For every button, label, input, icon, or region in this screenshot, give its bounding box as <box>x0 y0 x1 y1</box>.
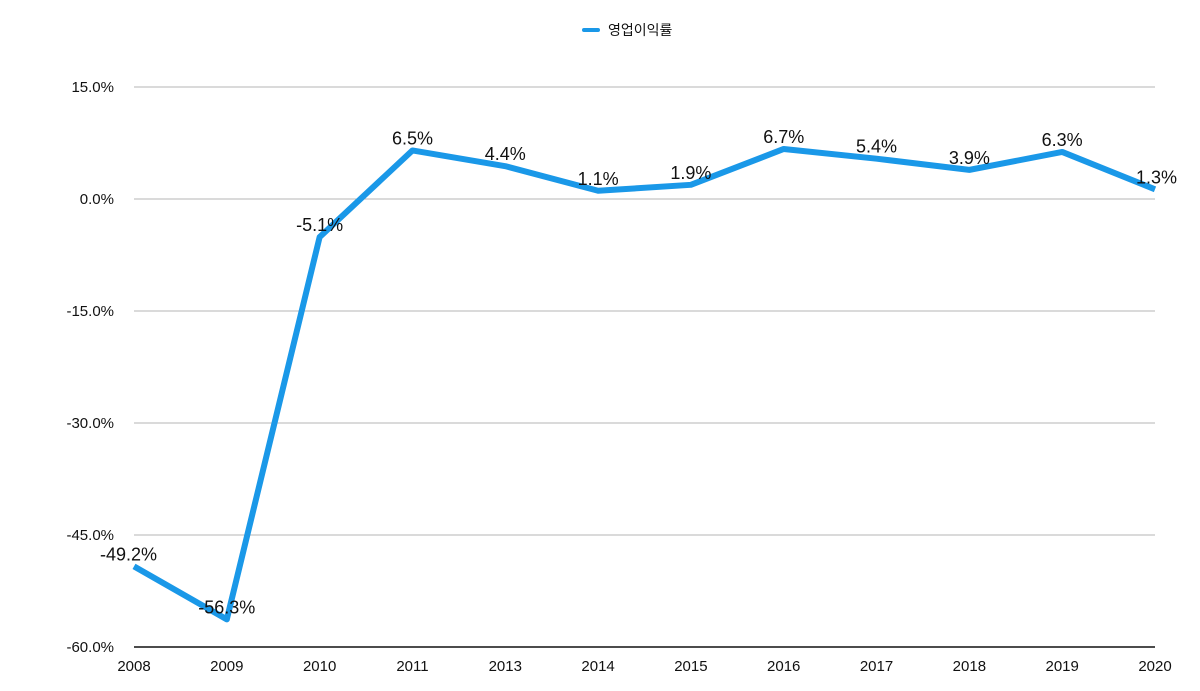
x-tick-label: 2009 <box>210 658 243 675</box>
data-label: 5.4% <box>856 137 897 157</box>
data-labels: -49.2% -56.3% -5.1% 6.5% 4.4% 1.1% 1.9% 6.7% 5.4… <box>100 127 1177 617</box>
y-tick-label: -60.0% <box>66 639 114 656</box>
legend: 영업이익률 <box>582 23 673 39</box>
x-tick-label: 2016 <box>767 658 800 675</box>
y-tick-label: -45.0% <box>66 527 114 544</box>
x-axis-tick-labels: 2008 2009 2010 2011 2013 2014 2015 2016 2017 2018… <box>117 658 1171 675</box>
x-tick-label: 2008 <box>117 658 150 675</box>
data-label: 6.3% <box>1042 130 1083 150</box>
data-label: 4.4% <box>485 144 526 164</box>
x-tick-label: 2018 <box>953 658 986 675</box>
data-label: 1.3% <box>1136 167 1177 187</box>
x-tick-label: 2017 <box>860 658 893 675</box>
y-tick-label: -30.0% <box>66 415 114 432</box>
legend-label: 영업이익률 <box>608 23 673 39</box>
y-axis-tick-labels: 15.0% 0.0% -15.0% -30.0% -45.0% -60.0% <box>66 79 114 656</box>
x-tick-label: 2015 <box>674 658 707 675</box>
x-tick-label: 2019 <box>1045 658 1078 675</box>
y-tick-label: -15.0% <box>66 303 114 320</box>
data-label: 1.1% <box>578 169 619 189</box>
data-label: 6.5% <box>392 128 433 148</box>
data-label: -5.1% <box>296 215 343 235</box>
y-tick-label: 15.0% <box>71 79 114 96</box>
data-label: 6.7% <box>763 127 804 147</box>
gridlines <box>134 86 1155 536</box>
x-tick-label: 2020 <box>1138 658 1171 675</box>
x-tick-label: 2013 <box>489 658 522 675</box>
data-label: 3.9% <box>949 148 990 168</box>
x-tick-label: 2011 <box>396 658 428 675</box>
y-tick-label: 0.0% <box>80 191 114 208</box>
x-tick-label: 2014 <box>581 658 614 675</box>
data-label: -56.3% <box>198 597 255 617</box>
series-line <box>132 145 1157 623</box>
data-label: -49.2% <box>100 544 157 564</box>
data-label: 1.9% <box>670 163 711 183</box>
x-tick-label: 2010 <box>303 658 336 675</box>
